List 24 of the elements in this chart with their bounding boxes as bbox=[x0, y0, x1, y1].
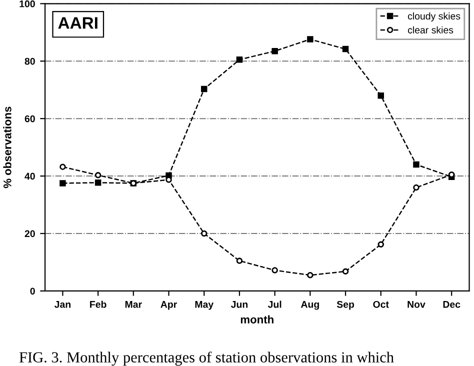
x-tick-label: May bbox=[195, 301, 214, 310]
y-tick-label: 100 bbox=[20, 0, 35, 8]
x-tick-label: Jun bbox=[230, 301, 248, 308]
x-axis-title: month bbox=[240, 315, 274, 324]
x-tick-label: Feb bbox=[90, 300, 106, 308]
x-tick-label: Jan bbox=[54, 301, 70, 308]
x-tick-label: Sep bbox=[336, 300, 354, 310]
x-tick-label: Nov bbox=[408, 301, 426, 308]
x-tick-label: Jul bbox=[268, 300, 282, 308]
legend-label: cloudy skies bbox=[408, 12, 460, 22]
x-tick-label: Dec bbox=[443, 301, 460, 308]
y-axis-title: % observations bbox=[3, 106, 12, 188]
x-tick-label: Apr bbox=[160, 301, 177, 310]
caption: FIG. 3. Monthly percentages of station observations in which bbox=[19, 352, 394, 366]
x-tick-label: Mar bbox=[125, 301, 142, 308]
y-tick-label: 60 bbox=[24, 115, 35, 122]
x-tick-label: Oct bbox=[373, 300, 389, 308]
y-tick-label: 40 bbox=[24, 172, 35, 180]
y-tick-label: 80 bbox=[24, 58, 35, 65]
y-tick-label: 20 bbox=[24, 230, 35, 238]
y-tick-label: 0 bbox=[30, 288, 35, 295]
legend-label: clear skies bbox=[408, 26, 454, 34]
annotation: AARI bbox=[58, 17, 98, 29]
x-tick-label: Aug bbox=[300, 301, 319, 310]
